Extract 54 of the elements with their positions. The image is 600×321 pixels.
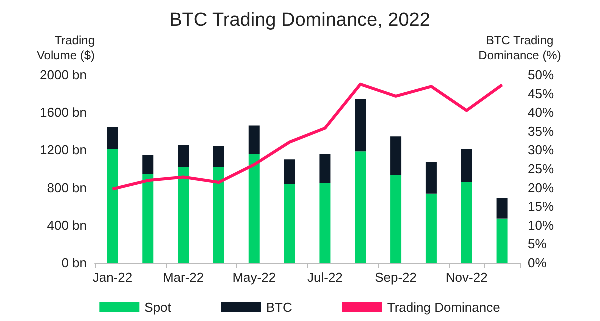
legend-label: Spot: [144, 300, 172, 315]
bar: [213, 146, 224, 168]
y-tick-label: 0 bn: [62, 256, 87, 270]
y2-tick-label: 5%: [528, 236, 548, 252]
y2-axis-title: BTC Trading Dominance (%): [478, 34, 562, 62]
x-tick-label: Nov-22: [446, 270, 488, 285]
bar: [355, 152, 366, 263]
x-tick-label: Sep-22: [375, 270, 418, 285]
bar: [461, 149, 472, 182]
bar: [320, 154, 331, 184]
bar: [390, 136, 402, 176]
bar: [107, 149, 118, 263]
y2-tick-label: 40%: [528, 105, 554, 120]
y2-tick-label: 0%: [528, 256, 548, 270]
y2-tick-label: 30%: [528, 142, 554, 158]
y-tick-label: 1600 bn: [40, 105, 87, 120]
bar: [496, 218, 508, 263]
y2-tick-label: 15%: [528, 199, 554, 214]
bar: [284, 160, 296, 185]
bar: [213, 167, 224, 263]
line-series: [111, 82, 504, 191]
legend-label: BTC: [266, 300, 292, 315]
x-tick-label: Jul-22: [307, 270, 343, 285]
x-tick-label: Jan-22: [92, 270, 133, 285]
bar: [178, 167, 190, 263]
y-tick-label: 2000 bn: [40, 68, 87, 82]
bar: [248, 154, 260, 263]
bar: [426, 162, 437, 194]
bar: [355, 98, 366, 152]
bar: [284, 184, 296, 263]
bar: [178, 146, 190, 168]
bar: [248, 126, 260, 154]
chart-title: BTC Trading Dominance, 2022: [170, 10, 430, 31]
x-tick-label: May-22: [232, 270, 276, 285]
y2-tick-label: 50%: [528, 68, 554, 82]
bar: [461, 182, 472, 263]
bar: [320, 183, 331, 263]
y2-tick-label: 20%: [528, 180, 554, 196]
y-axis-title: Trading Volume ($): [36, 34, 95, 62]
bar: [390, 175, 402, 263]
y2-tick-label: 10%: [528, 218, 554, 233]
bar: [426, 194, 437, 263]
bar: [496, 198, 508, 219]
y2-tick-label: 35%: [528, 124, 554, 139]
legend-label: Trading Dominance: [387, 300, 500, 315]
y2-tick-label: 45%: [528, 86, 554, 102]
x-tick-label: Mar-22: [162, 270, 204, 285]
bar: [107, 127, 118, 150]
y-tick-label: 1200 bn: [40, 142, 87, 158]
y-tick-label: 800 bn: [47, 180, 87, 196]
bar: [142, 174, 154, 263]
y-tick-label: 400 bn: [47, 218, 87, 233]
bar: [142, 155, 154, 174]
y2-tick-label: 25%: [528, 162, 554, 176]
